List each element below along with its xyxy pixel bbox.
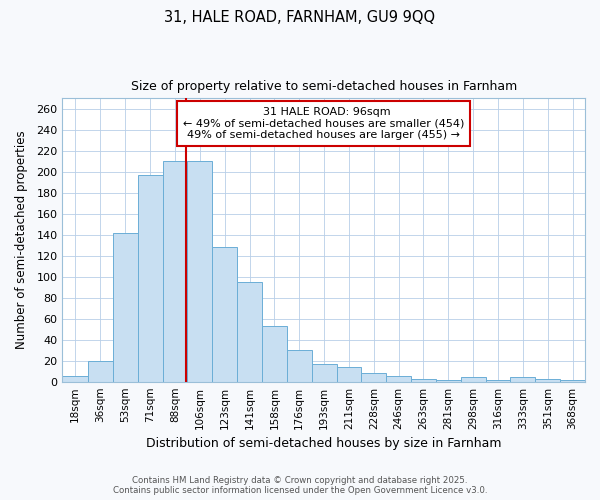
Bar xyxy=(535,378,560,382)
Bar xyxy=(311,364,337,382)
Title: Size of property relative to semi-detached houses in Farnham: Size of property relative to semi-detach… xyxy=(131,80,517,93)
Bar xyxy=(262,326,287,382)
Bar xyxy=(436,380,461,382)
Text: 31 HALE ROAD: 96sqm
← 49% of semi-detached houses are smaller (454)
49% of semi-: 31 HALE ROAD: 96sqm ← 49% of semi-detach… xyxy=(183,107,464,140)
Bar xyxy=(361,374,386,382)
Text: Contains HM Land Registry data © Crown copyright and database right 2025.
Contai: Contains HM Land Registry data © Crown c… xyxy=(113,476,487,495)
Bar xyxy=(411,378,436,382)
Bar xyxy=(187,162,212,382)
Bar xyxy=(461,378,485,382)
Bar xyxy=(386,376,411,382)
Bar xyxy=(511,378,535,382)
Bar xyxy=(138,175,163,382)
Bar xyxy=(237,282,262,382)
Bar xyxy=(287,350,311,382)
Bar xyxy=(212,248,237,382)
Bar xyxy=(337,367,361,382)
Bar xyxy=(485,380,511,382)
Y-axis label: Number of semi-detached properties: Number of semi-detached properties xyxy=(15,130,28,350)
Bar xyxy=(62,376,88,382)
X-axis label: Distribution of semi-detached houses by size in Farnham: Distribution of semi-detached houses by … xyxy=(146,437,502,450)
Bar xyxy=(163,162,187,382)
Text: 31, HALE ROAD, FARNHAM, GU9 9QQ: 31, HALE ROAD, FARNHAM, GU9 9QQ xyxy=(164,10,436,25)
Bar xyxy=(88,360,113,382)
Bar xyxy=(560,380,585,382)
Bar xyxy=(113,232,138,382)
